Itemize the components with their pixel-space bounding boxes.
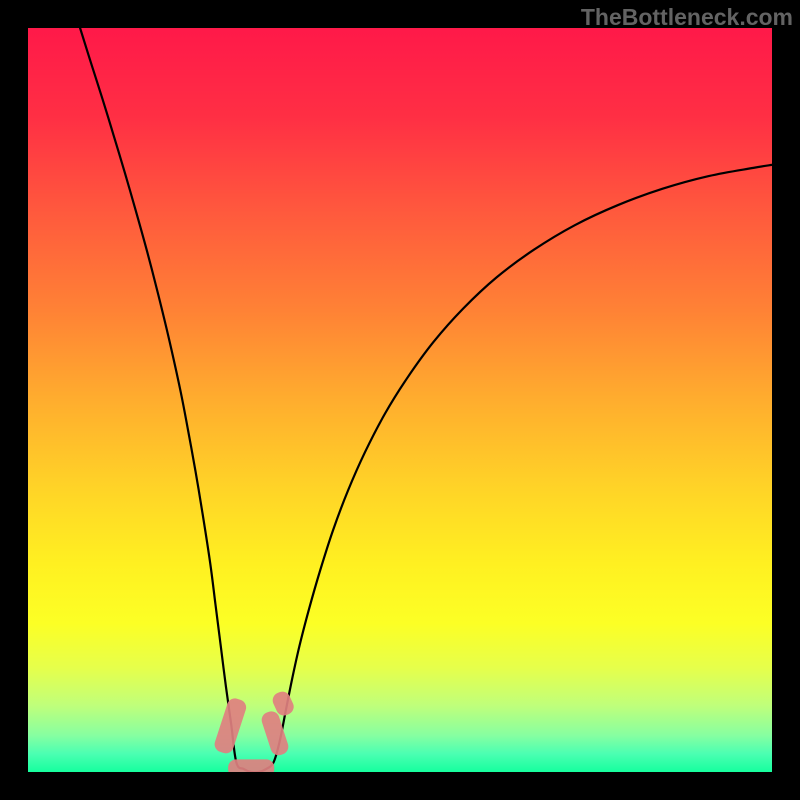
watermark-text: TheBottleneck.com: [581, 4, 793, 31]
chart-svg: [0, 0, 800, 800]
plot-background: [28, 28, 772, 772]
marker-capsule: [228, 759, 274, 777]
